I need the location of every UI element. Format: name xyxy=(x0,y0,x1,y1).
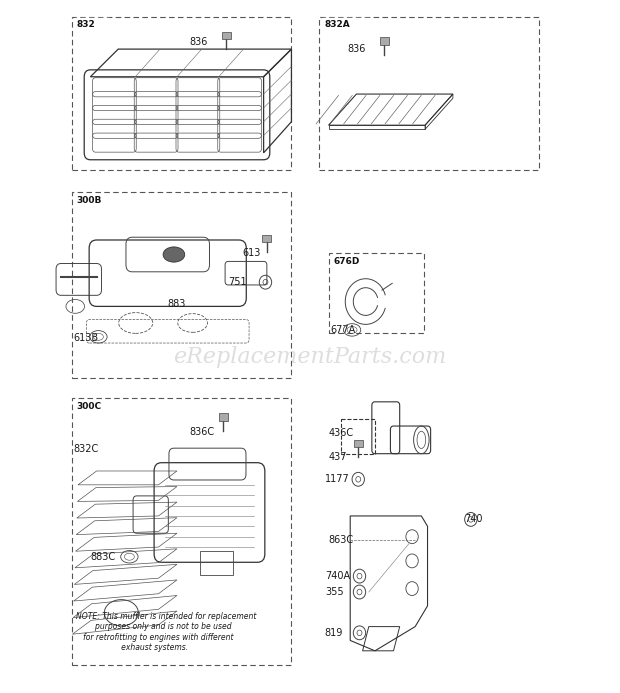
Bar xyxy=(72,398,291,665)
Bar xyxy=(332,254,378,268)
Text: 300C: 300C xyxy=(77,402,102,411)
Bar xyxy=(222,32,231,39)
Text: 1177: 1177 xyxy=(325,474,350,484)
Text: 863C: 863C xyxy=(329,535,353,545)
Text: 613: 613 xyxy=(242,248,260,258)
Bar xyxy=(262,235,271,243)
Text: 740A: 740A xyxy=(325,571,350,581)
Text: 437: 437 xyxy=(329,452,347,462)
Ellipse shape xyxy=(163,247,185,262)
Text: 832: 832 xyxy=(77,20,95,29)
Bar xyxy=(354,440,363,447)
Bar xyxy=(75,193,122,207)
Bar xyxy=(75,18,109,32)
Text: 300B: 300B xyxy=(77,196,102,205)
Text: NOTE: This muffler is intended for replacement
        purposes only and is not : NOTE: This muffler is intended for repla… xyxy=(76,612,257,652)
Text: eReplacementParts.com: eReplacementParts.com xyxy=(174,346,446,368)
Bar xyxy=(200,550,234,574)
Bar xyxy=(219,414,228,421)
Text: 883C: 883C xyxy=(91,552,115,563)
Bar xyxy=(72,192,291,378)
Bar xyxy=(75,400,122,414)
Text: 836: 836 xyxy=(189,37,208,47)
Text: 740: 740 xyxy=(464,514,483,525)
Bar xyxy=(72,17,291,170)
Text: 355: 355 xyxy=(325,587,343,597)
Text: 832A: 832A xyxy=(324,20,350,29)
Text: 832C: 832C xyxy=(74,444,99,454)
Text: 676D: 676D xyxy=(334,257,360,266)
Text: 819: 819 xyxy=(325,628,343,638)
Text: 677A: 677A xyxy=(330,325,356,335)
Text: 613B: 613B xyxy=(74,333,99,342)
Text: 836C: 836C xyxy=(189,427,215,437)
Bar xyxy=(322,18,369,32)
Bar xyxy=(319,17,539,170)
Text: 836: 836 xyxy=(347,44,366,54)
Text: 751: 751 xyxy=(228,277,247,287)
Text: 436C: 436C xyxy=(329,428,353,438)
Text: 883: 883 xyxy=(168,299,186,308)
Bar xyxy=(329,253,425,333)
Bar xyxy=(380,37,389,44)
